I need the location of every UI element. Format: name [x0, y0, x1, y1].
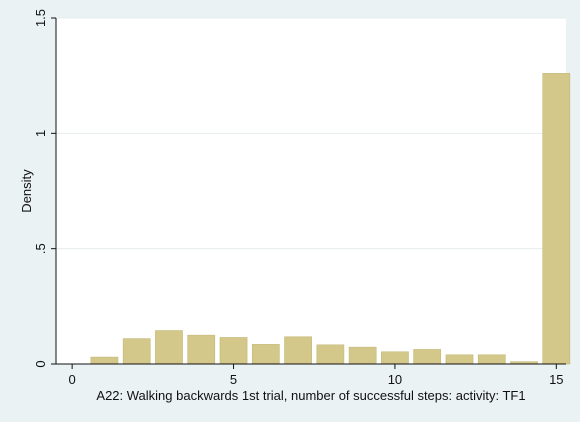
- axes: 0 .5 1 1.5 0 5 10 15: [33, 9, 566, 387]
- y-tick-label-1: .5: [33, 243, 48, 254]
- x-tick-label-2: 10: [388, 372, 402, 387]
- bar-6: [251, 344, 280, 365]
- bar-2: [122, 338, 151, 365]
- bar-9: [348, 346, 377, 365]
- y-tick-label-2: 1: [33, 130, 48, 137]
- bar-1: [90, 356, 119, 365]
- bar-12: [445, 354, 474, 365]
- x-tick-label-0: 0: [69, 372, 76, 387]
- bars: [90, 73, 571, 365]
- bar-15: [542, 73, 571, 365]
- bar-3: [155, 330, 183, 365]
- bar-5: [219, 337, 248, 365]
- plot-area: [56, 18, 566, 364]
- bar-7: [284, 336, 312, 365]
- x-tick-label-1: 5: [230, 372, 237, 387]
- x-tick-label-3: 15: [549, 372, 563, 387]
- bar-11: [413, 349, 442, 365]
- y-axis-label: Density: [19, 169, 34, 213]
- y-tick-label-3: 1.5: [33, 9, 48, 27]
- bar-4: [187, 334, 216, 365]
- y-tick-label-0: 0: [33, 360, 48, 367]
- bar-13: [477, 354, 506, 365]
- bar-10: [381, 351, 409, 365]
- x-axis-label: A22: Walking backwards 1st trial, number…: [96, 388, 525, 403]
- grid-lines: [56, 17, 566, 250]
- bar-8: [316, 344, 345, 365]
